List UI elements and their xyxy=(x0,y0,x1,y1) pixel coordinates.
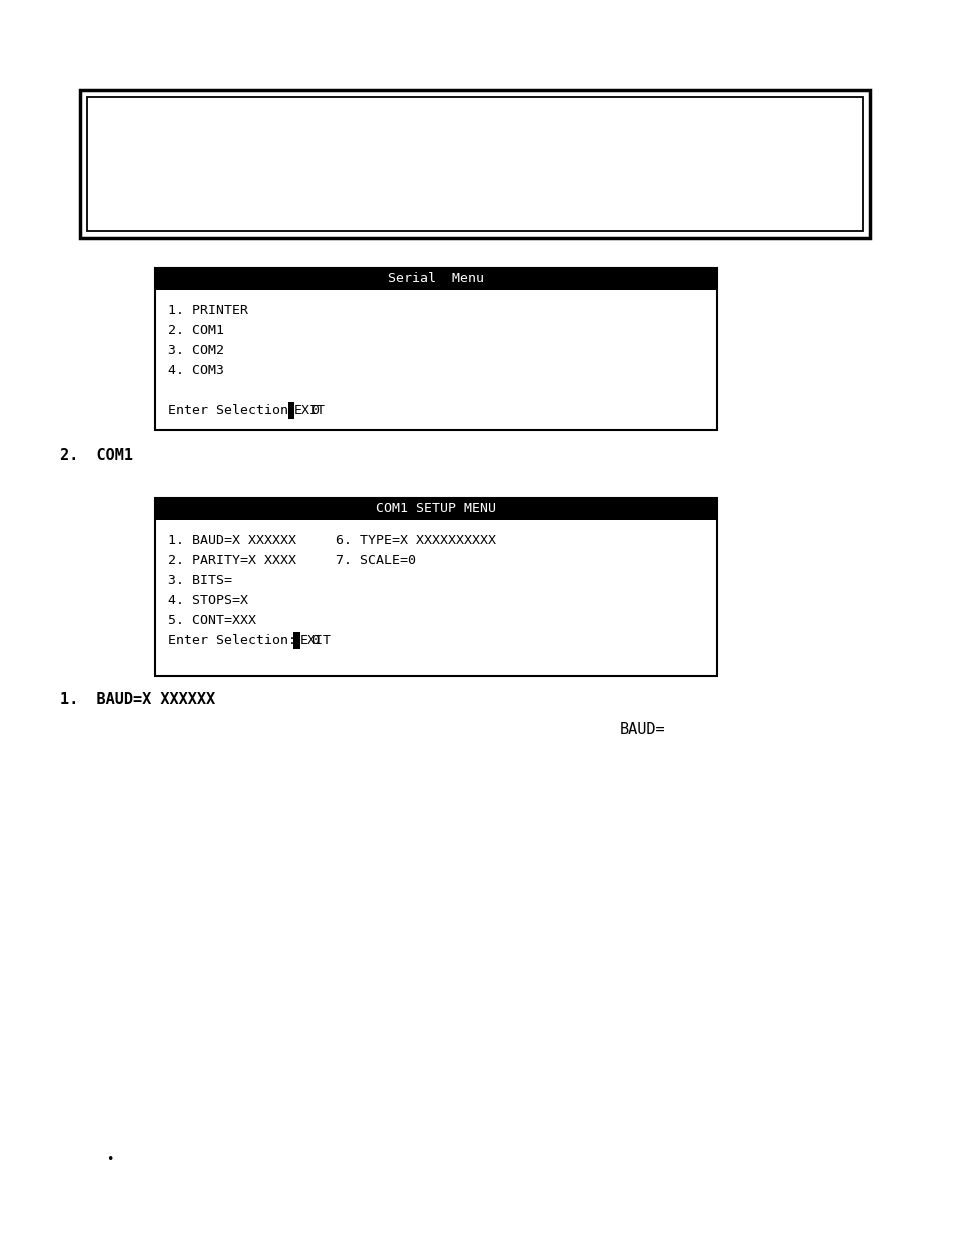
Text: 2. COM1: 2. COM1 xyxy=(168,324,224,336)
Text: 1.  BAUD=X XXXXXX: 1. BAUD=X XXXXXX xyxy=(60,693,214,708)
Text: Enter Selection:  0: Enter Selection: 0 xyxy=(168,634,344,646)
FancyBboxPatch shape xyxy=(154,498,717,676)
FancyBboxPatch shape xyxy=(80,90,869,238)
Text: 3. BITS=: 3. BITS= xyxy=(168,573,232,587)
FancyBboxPatch shape xyxy=(294,631,299,648)
Text: 2. PARITY=X XXXX     7. SCALE=0: 2. PARITY=X XXXX 7. SCALE=0 xyxy=(168,553,416,567)
Text: 4. COM3: 4. COM3 xyxy=(168,363,224,377)
Text: 1. BAUD=X XXXXXX     6. TYPE=X XXXXXXXXXX: 1. BAUD=X XXXXXX 6. TYPE=X XXXXXXXXXX xyxy=(168,534,496,547)
FancyBboxPatch shape xyxy=(154,268,717,290)
FancyBboxPatch shape xyxy=(288,401,294,419)
Text: COM1 SETUP MENU: COM1 SETUP MENU xyxy=(375,503,496,515)
FancyBboxPatch shape xyxy=(154,268,717,430)
Text: Enter Selection:  0: Enter Selection: 0 xyxy=(168,404,335,416)
Text: 2.  COM1: 2. COM1 xyxy=(60,448,132,463)
Text: Serial  Menu: Serial Menu xyxy=(388,273,483,285)
Text: •: • xyxy=(106,1153,113,1167)
Text: 1. PRINTER: 1. PRINTER xyxy=(168,304,248,316)
Text: 3. COM2: 3. COM2 xyxy=(168,343,224,357)
FancyBboxPatch shape xyxy=(87,98,862,231)
Text: 4. STOPS=X: 4. STOPS=X xyxy=(168,594,248,606)
Text: 5. CONT=XXX: 5. CONT=XXX xyxy=(168,614,255,626)
Text: BAUD=: BAUD= xyxy=(619,722,665,737)
FancyBboxPatch shape xyxy=(154,498,717,520)
Text: EXIT: EXIT xyxy=(294,404,326,416)
Text: EXIT: EXIT xyxy=(299,634,332,646)
